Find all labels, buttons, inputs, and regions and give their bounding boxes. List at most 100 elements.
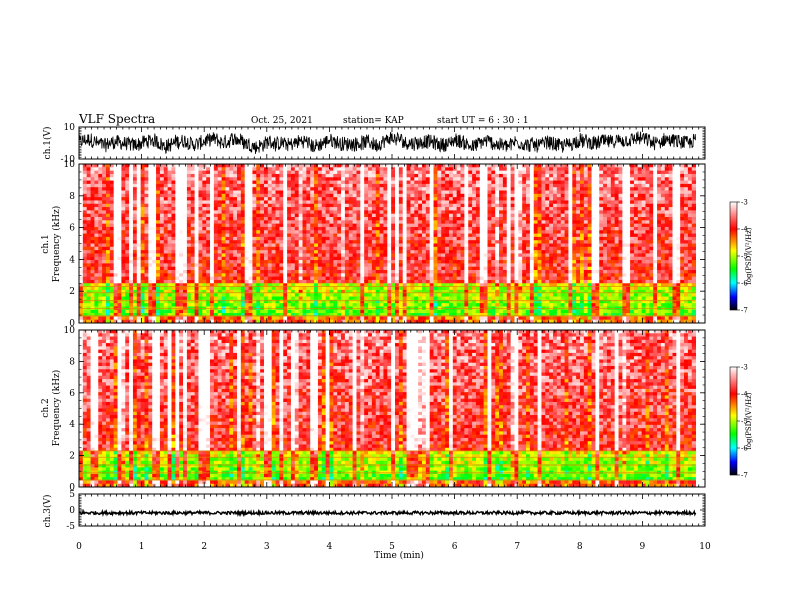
spectrogram-cell bbox=[267, 246, 273, 251]
spectrogram-cell bbox=[121, 276, 126, 281]
spectrogram-cell bbox=[387, 200, 392, 205]
spectrogram-cell bbox=[429, 250, 434, 254]
spectrogram-cell bbox=[240, 173, 246, 178]
spectrogram-cell bbox=[248, 273, 253, 278]
spectrogram-cell bbox=[406, 226, 411, 231]
spectrogram-cell bbox=[198, 226, 203, 231]
spectrogram-cell bbox=[206, 173, 211, 178]
spectrogram-cell bbox=[175, 276, 180, 281]
spectrogram-cell bbox=[468, 210, 473, 215]
spectrogram-cell bbox=[460, 193, 465, 198]
spectrogram-cell bbox=[368, 243, 373, 248]
spectrogram-cell bbox=[379, 263, 384, 268]
spectrogram-cell bbox=[290, 236, 296, 241]
spectrogram-cell bbox=[144, 243, 149, 248]
spectrogram-cell bbox=[171, 193, 176, 198]
spectrogram-cell bbox=[86, 266, 91, 271]
spectrogram-cell bbox=[314, 276, 319, 281]
spectrogram-cell bbox=[186, 260, 192, 264]
spectrogram-cell bbox=[418, 273, 423, 278]
spectrogram-cell bbox=[364, 299, 369, 304]
spectrogram-cell bbox=[163, 236, 169, 241]
spectrogram-cell bbox=[406, 233, 411, 238]
spectrogram-cell bbox=[391, 213, 396, 218]
spectrogram-cell bbox=[333, 273, 338, 278]
spectrogram-cell bbox=[171, 164, 176, 168]
spectrogram-cell bbox=[217, 167, 222, 172]
spectrogram-cell bbox=[163, 316, 169, 321]
spectrogram-cell bbox=[445, 293, 450, 297]
spectrogram-cell bbox=[298, 250, 303, 254]
spectrogram-cell bbox=[445, 233, 450, 238]
spectrogram-cell bbox=[448, 164, 454, 168]
spectrogram-cell bbox=[202, 217, 207, 221]
spectrogram-cell bbox=[267, 240, 273, 244]
spectrogram-cell bbox=[379, 286, 384, 291]
spectrogram-cell bbox=[333, 263, 338, 268]
spectrogram-cell bbox=[125, 286, 130, 291]
spectrogram-cell bbox=[375, 299, 380, 304]
spectrogram-cell bbox=[121, 263, 126, 268]
spectrogram-cell bbox=[395, 226, 400, 231]
spectrogram-cell bbox=[302, 213, 307, 218]
spectrogram-cell bbox=[302, 276, 307, 281]
spectrogram-cell bbox=[441, 293, 446, 297]
spectrogram-cell bbox=[136, 220, 142, 225]
spectrogram-cell bbox=[82, 213, 88, 218]
spectrogram-cell bbox=[202, 223, 207, 228]
spectrogram-cell bbox=[306, 197, 311, 201]
spectrogram-cell bbox=[329, 260, 334, 264]
spectrogram-cell bbox=[368, 167, 373, 172]
spectrogram-cell bbox=[129, 203, 134, 208]
spectrogram-cell bbox=[271, 230, 276, 234]
spectrogram-cell bbox=[418, 246, 423, 251]
spectrogram-cell bbox=[333, 177, 338, 181]
spectrogram-cell bbox=[240, 240, 246, 244]
spectrogram-cell bbox=[229, 203, 234, 208]
spectrogram-cell bbox=[175, 203, 180, 208]
spectrogram-cell bbox=[314, 164, 319, 168]
spectrogram-cell bbox=[364, 276, 369, 281]
spectrogram-cell bbox=[194, 177, 199, 181]
spectrogram-cell bbox=[287, 303, 292, 307]
spectrogram-cell bbox=[271, 243, 276, 248]
spectrogram-cell bbox=[368, 200, 373, 205]
spectrogram-cell bbox=[468, 253, 473, 258]
spectrogram-cell bbox=[310, 213, 315, 218]
spectrogram-cell bbox=[225, 309, 230, 314]
spectrogram-cell bbox=[163, 283, 169, 287]
spectrogram-cell bbox=[102, 170, 107, 175]
spectrogram-cell bbox=[441, 207, 446, 211]
spectrogram-cell bbox=[387, 240, 392, 244]
spectrogram-cell bbox=[317, 223, 323, 228]
spectrogram-cell bbox=[213, 223, 219, 228]
spectrogram-cell bbox=[306, 213, 311, 218]
spectrogram-cell bbox=[82, 177, 88, 181]
spectrogram-cell bbox=[90, 253, 95, 258]
spectrogram-cell bbox=[302, 240, 307, 244]
spectrogram-cell bbox=[148, 233, 153, 238]
spectrogram-cell bbox=[391, 246, 396, 251]
spectrogram-cell bbox=[306, 180, 311, 185]
spectrogram-cell bbox=[344, 309, 350, 314]
spectrogram-cell bbox=[117, 187, 122, 191]
spectrogram-cell bbox=[229, 283, 234, 287]
spectrogram-cell bbox=[144, 187, 149, 191]
spectrogram-cell bbox=[82, 246, 88, 251]
spectrogram-cell bbox=[437, 167, 442, 172]
spectrogram-cell bbox=[156, 210, 161, 215]
spectrogram-cell bbox=[337, 183, 342, 188]
spectrogram-cell bbox=[321, 233, 327, 238]
spectrogram-cell bbox=[167, 260, 172, 264]
spectrogram-cell bbox=[406, 183, 411, 188]
spectrogram-cell bbox=[263, 316, 269, 321]
spectrogram-cell bbox=[105, 243, 111, 248]
spectrogram-cell bbox=[202, 173, 207, 178]
spectrogram-cell bbox=[337, 177, 342, 181]
spectrogram-cell bbox=[317, 210, 323, 215]
spectrogram-cell bbox=[437, 177, 442, 181]
spectrogram-cell bbox=[314, 220, 319, 225]
spectrogram-cell bbox=[102, 197, 107, 201]
spectrogram-cell bbox=[368, 230, 373, 234]
spectrogram-cell bbox=[217, 289, 222, 294]
